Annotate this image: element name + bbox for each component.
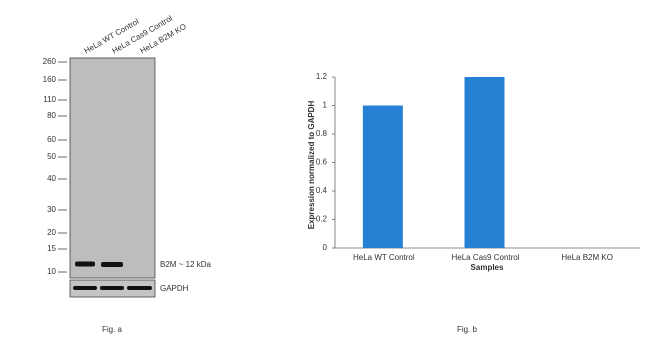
caption: Fig. a bbox=[102, 325, 123, 334]
y-tick-label: 0.2 bbox=[316, 215, 328, 224]
band bbox=[75, 261, 95, 267]
marker-label: 110 bbox=[43, 95, 56, 104]
x-tick-label: HeLa WT Control bbox=[353, 253, 415, 262]
marker-label: 50 bbox=[47, 152, 56, 161]
marker-label: 60 bbox=[47, 135, 56, 144]
marker-label: 160 bbox=[43, 75, 57, 84]
y-tick-label: 0.4 bbox=[316, 186, 328, 195]
y-tick-label: 0.8 bbox=[316, 129, 328, 138]
y-tick-label: 0 bbox=[323, 243, 328, 252]
marker-label: 10 bbox=[47, 267, 56, 276]
marker-label: 15 bbox=[47, 244, 56, 253]
y-tick-label: 1.2 bbox=[316, 72, 328, 81]
x-tick-label: HeLa B2M KO bbox=[561, 253, 613, 262]
y-tick-label: 1 bbox=[323, 101, 328, 110]
loading-label: GAPDH bbox=[160, 284, 189, 293]
bar bbox=[362, 105, 403, 248]
marker-label: 40 bbox=[47, 174, 56, 183]
caption: Fig. b bbox=[457, 325, 478, 334]
x-axis-label: Samples bbox=[471, 263, 504, 272]
marker-label: 30 bbox=[47, 205, 56, 214]
y-axis-label: Expression normalized to GAPDH bbox=[307, 101, 316, 230]
gel bbox=[69, 57, 156, 279]
marker-label: 260 bbox=[43, 57, 57, 66]
bar bbox=[464, 77, 505, 248]
band-label: B2M ~ 12 kDa bbox=[160, 260, 211, 269]
band bbox=[73, 286, 97, 290]
x-tick-label: HeLa Cas9 Control bbox=[451, 253, 519, 262]
y-tick-label: 0.6 bbox=[316, 158, 328, 167]
band bbox=[127, 286, 152, 290]
band bbox=[101, 262, 123, 267]
marker-label: 20 bbox=[47, 228, 56, 237]
band bbox=[100, 286, 124, 290]
marker-label: 80 bbox=[47, 111, 56, 120]
